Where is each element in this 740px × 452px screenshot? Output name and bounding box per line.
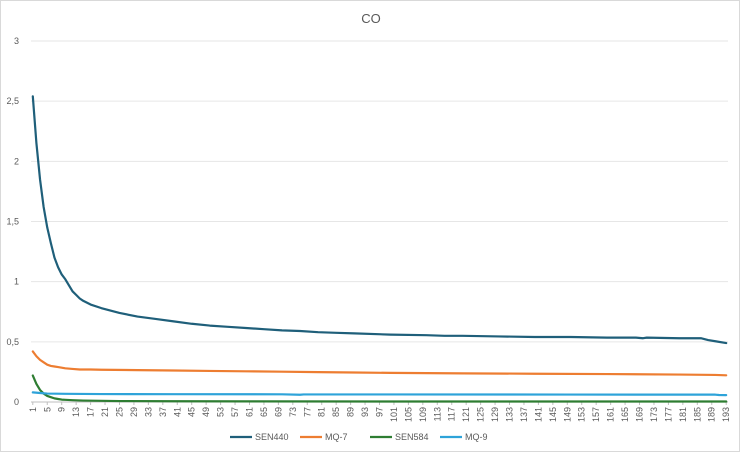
x-tick-label: 73 (288, 407, 298, 417)
x-tick-label: 141 (533, 407, 543, 422)
y-tick-label: 2 (14, 156, 19, 166)
y-axis-ticks: 0 0,5 1 1,5 2 2,5 3 (6, 36, 19, 407)
gridlines (31, 40, 728, 403)
chart-title: CO (361, 11, 381, 26)
x-tick-label: 113 (432, 407, 442, 421)
series-line-mq-7 (31, 350, 728, 377)
x-tick-label: 157 (591, 407, 601, 422)
x-tick-label: 169 (635, 407, 645, 422)
y-tick-label: 1 (14, 277, 19, 287)
x-tick-label: 137 (519, 407, 529, 422)
legend-label: SEN584 (395, 432, 429, 442)
x-tick-label: 1 (28, 407, 38, 412)
x-tick-label: 165 (620, 407, 630, 422)
x-tick-label: 125 (476, 407, 486, 422)
x-tick-label: 61 (244, 407, 254, 417)
y-tick-label: 1,5 (6, 217, 19, 227)
x-tick-label: 161 (606, 407, 616, 422)
legend: SEN440 MQ-7 SEN584 MQ-9 (230, 432, 488, 442)
x-tick-label: 117 (447, 407, 457, 421)
x-tick-label: 17 (86, 407, 96, 417)
x-tick-label: 45 (187, 407, 197, 417)
series-lines (31, 95, 728, 403)
x-tick-label: 81 (317, 407, 327, 417)
x-tick-label: 9 (57, 407, 67, 412)
x-tick-label: 65 (259, 407, 269, 417)
x-tick-label: 69 (273, 407, 283, 417)
x-tick-label: 181 (678, 407, 688, 422)
x-tick-label: 173 (649, 407, 659, 422)
x-tick-label: 121 (461, 407, 471, 422)
x-tick-label: 97 (375, 407, 385, 417)
y-tick-label: 0 (14, 397, 19, 407)
x-tick-label: 133 (505, 407, 515, 422)
x-tick-label: 109 (418, 407, 428, 422)
x-tick-label: 77 (302, 407, 312, 417)
x-tick-label: 129 (490, 407, 500, 422)
legend-label: MQ-9 (465, 432, 488, 442)
x-tick-label: 53 (216, 407, 226, 417)
x-tick-label: 153 (577, 407, 587, 422)
x-axis-ticks: 1 5 9 13 17 21 25 29 33 37 41 45 49 53 57 61 65 69 73 77 81 8… (28, 402, 731, 422)
x-tick-label: 21 (100, 407, 110, 417)
series-line-mq-9 (31, 391, 728, 397)
x-tick-label: 93 (360, 407, 370, 417)
y-tick-label: 0,5 (6, 337, 19, 347)
x-tick-label: 105 (403, 407, 413, 422)
x-tick-label: 149 (562, 407, 572, 422)
x-tick-label: 57 (230, 407, 240, 417)
x-tick-label: 13 (71, 407, 81, 417)
x-tick-label: 49 (201, 407, 211, 417)
y-tick-label: 3 (14, 36, 19, 46)
x-tick-label: 145 (548, 407, 558, 422)
x-tick-label: 37 (158, 407, 168, 417)
x-tick-label: 177 (663, 407, 673, 422)
series-line-sen440 (31, 95, 728, 345)
x-tick-label: 5 (42, 407, 52, 412)
x-tick-label: 89 (346, 407, 356, 417)
legend-label: MQ-7 (325, 432, 348, 442)
series-line-sen584 (31, 374, 728, 403)
x-tick-label: 193 (721, 407, 731, 422)
x-tick-label: 29 (129, 407, 139, 417)
x-tick-label: 189 (707, 407, 717, 422)
x-tick-label: 33 (143, 407, 153, 417)
x-tick-label: 101 (389, 407, 399, 422)
x-tick-label: 85 (331, 407, 341, 417)
x-tick-label: 185 (692, 407, 702, 422)
x-tick-label: 25 (114, 407, 124, 417)
legend-label: SEN440 (255, 432, 289, 442)
y-tick-label: 2,5 (6, 96, 19, 106)
x-tick-label: 41 (172, 407, 182, 417)
